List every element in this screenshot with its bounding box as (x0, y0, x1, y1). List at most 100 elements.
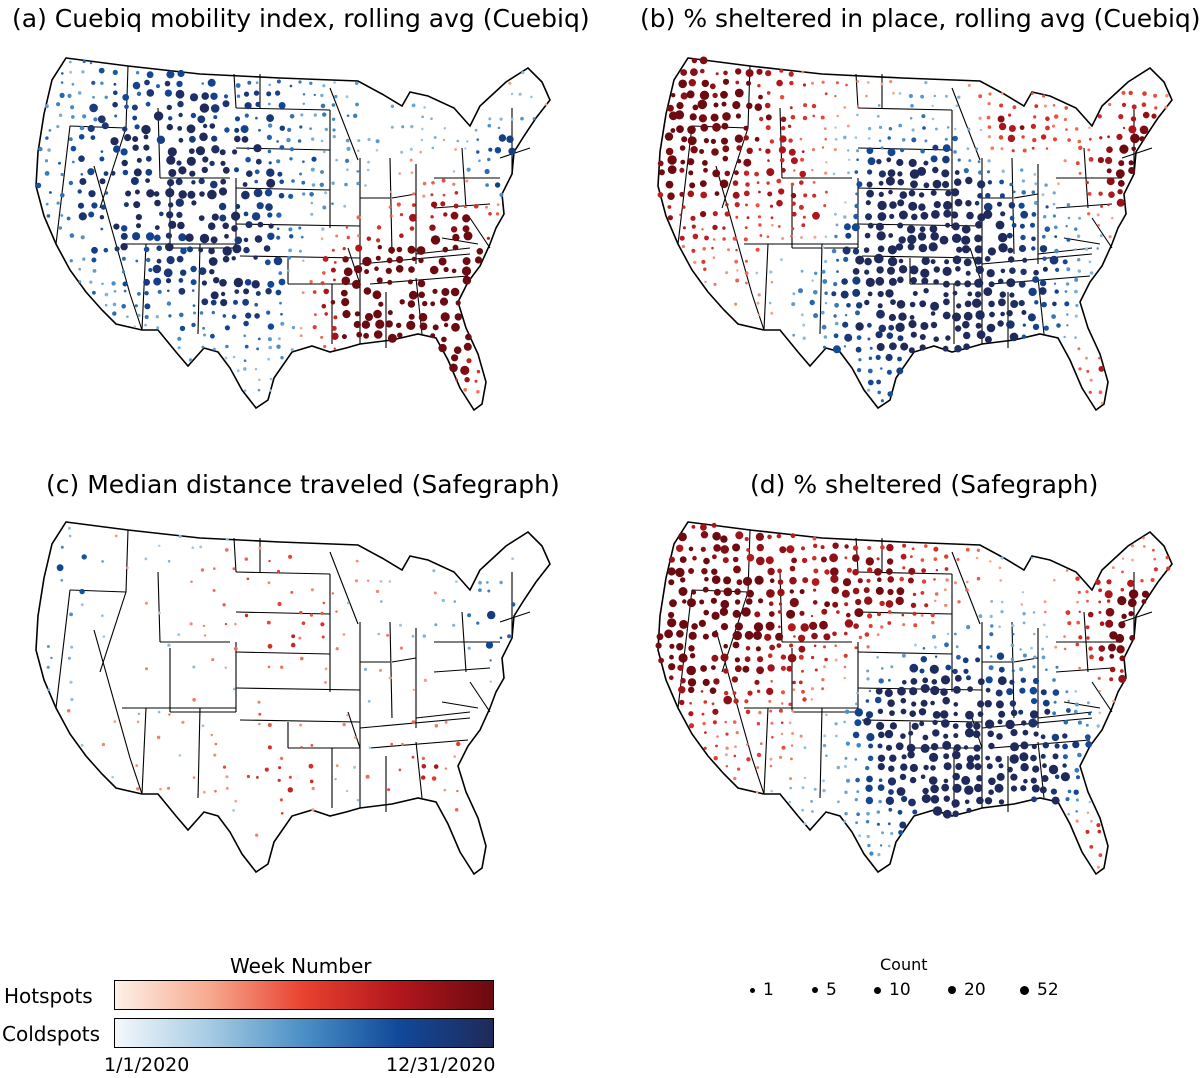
hotspot-dot (450, 226, 458, 233)
coldspot-dot (919, 226, 926, 233)
coldspot-dot (1077, 258, 1081, 262)
hotspot-dot (967, 83, 971, 87)
coldspot-dot (421, 115, 424, 119)
coldspot-dot (834, 722, 838, 726)
hotspot-dot (1112, 699, 1115, 703)
hotspot-dot (1118, 160, 1125, 167)
hotspot-dot (1054, 645, 1058, 649)
coldspot-dot (866, 677, 870, 681)
coldspot-dot (134, 304, 138, 308)
state-border (441, 237, 479, 245)
coldspot-dot (1029, 710, 1039, 719)
hotspot-dot (779, 68, 784, 73)
hotspot-dot (680, 69, 688, 76)
hotspot-dot (680, 677, 686, 684)
coldspot-dot (907, 751, 915, 759)
coldspot-dot (885, 176, 895, 186)
coldspot-dot (984, 256, 991, 262)
hotspot-dot (830, 574, 839, 583)
hotspot-dot (213, 567, 216, 570)
hotspot-dot (821, 80, 825, 84)
coldspot-dot (809, 299, 815, 306)
hotspot-dot (412, 192, 416, 196)
hotspot-dot (213, 753, 217, 757)
coldspot-dot (961, 224, 971, 234)
coldspot-dot (910, 331, 917, 338)
hotspot-dot (320, 622, 325, 627)
hotspot-dot (399, 646, 403, 650)
coldspot-dot (965, 270, 971, 276)
hotspot-dot (389, 190, 393, 194)
coldspot-dot (301, 180, 306, 185)
coldspot-dot (354, 81, 359, 86)
coldspot-dot (243, 320, 249, 327)
coldspot-dot (896, 787, 906, 796)
coldspot-dot (842, 246, 851, 255)
coldspot-dot (845, 232, 852, 239)
coldspot-dot (929, 664, 939, 674)
coldspot-dot (300, 113, 304, 117)
hotspot-dot (430, 301, 436, 307)
coldspot-dot (942, 740, 952, 750)
coldspot-dot (1056, 323, 1061, 328)
coldspot-dot (1041, 655, 1046, 660)
hotspot-dot (988, 92, 992, 96)
hotspot-dot (722, 237, 726, 241)
coldspot-dot (145, 232, 155, 241)
coldspot-dot (985, 687, 991, 693)
hotspot-dot (713, 544, 721, 552)
hotspot-dot (1108, 191, 1115, 198)
coldspot-dot (889, 710, 895, 716)
coldspot-dot (191, 322, 196, 328)
hotspot-dot (734, 665, 742, 673)
hotspot-dot (264, 767, 269, 772)
coldspots-colorbar (114, 1018, 494, 1048)
coldspot-dot (60, 545, 64, 549)
coldspot-dot (143, 134, 149, 140)
coldspot-dot (136, 91, 142, 96)
coldspot-dot (253, 188, 263, 198)
hotspot-dot (852, 568, 859, 576)
hotspot-dot (965, 588, 969, 592)
coldspot-dot (954, 280, 961, 287)
coldspot-dot (201, 724, 205, 727)
coldspot-dot (897, 686, 906, 696)
hotspot-dot (456, 789, 459, 793)
hotspot-dot (791, 201, 796, 206)
hotspot-dot (387, 279, 393, 285)
hotspot-dot (724, 690, 729, 696)
coldspot-dot (922, 647, 926, 650)
coldspot-dot (1019, 648, 1022, 651)
hotspot-dot (690, 68, 698, 76)
coldspot-dot (1074, 767, 1080, 773)
coldspot-dot (154, 199, 161, 207)
hotspot-dot (431, 181, 435, 185)
hotspot-dot (333, 347, 336, 350)
coldspot-dot (1006, 310, 1013, 317)
hotspot-dot (451, 322, 460, 332)
coldspot-dot (68, 534, 72, 538)
state-border (129, 757, 143, 795)
hotspot-dot (679, 235, 685, 241)
hotspot-dot (790, 192, 797, 199)
hotspot-dot (1097, 114, 1102, 119)
coldspot-dot (289, 234, 294, 239)
coldspot-dot (367, 160, 370, 164)
hotspot-dot (725, 732, 729, 736)
coldspot-dot (104, 191, 109, 195)
coldspot-dot (929, 752, 939, 762)
hotspot-dot (768, 699, 772, 703)
coldspot-dot (888, 807, 893, 812)
coldspot-dot (864, 269, 870, 275)
hotspot-dot (953, 581, 957, 585)
hotspot-dot (1111, 216, 1114, 220)
coldspot-dot (323, 150, 326, 154)
hotspot-dot (320, 237, 324, 241)
hotspot-dot (378, 301, 384, 307)
hotspot-dot (834, 644, 837, 647)
coldspot-dot (1076, 775, 1080, 780)
coldspot-dot (44, 171, 50, 176)
coldspot-dot (59, 92, 65, 98)
coldspot-dot (266, 91, 272, 97)
coldspot-dot (1010, 785, 1018, 792)
